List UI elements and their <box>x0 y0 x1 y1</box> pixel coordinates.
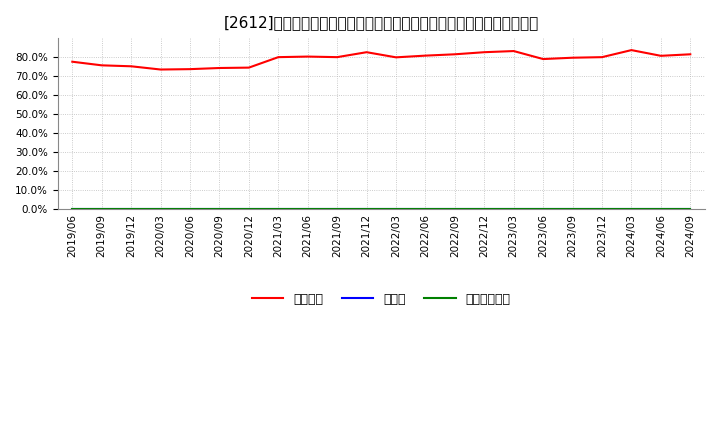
のれん <box>539 207 547 212</box>
自己資本 <box>245 65 253 70</box>
のれん <box>215 207 224 212</box>
自己資本 <box>568 55 577 60</box>
繰延税金資産 <box>245 207 253 212</box>
自己資本 <box>451 51 459 57</box>
自己資本 <box>274 55 283 60</box>
のれん <box>156 207 165 212</box>
自己資本 <box>421 53 430 58</box>
のれん <box>186 207 194 212</box>
のれん <box>245 207 253 212</box>
のれん <box>68 207 76 212</box>
のれん <box>451 207 459 212</box>
繰延税金資産 <box>303 207 312 212</box>
繰延税金資産 <box>598 207 606 212</box>
のれん <box>657 207 665 212</box>
繰延税金資産 <box>539 207 547 212</box>
自己資本 <box>333 55 341 60</box>
繰延税金資産 <box>362 207 371 212</box>
のれん <box>303 207 312 212</box>
繰延税金資産 <box>421 207 430 212</box>
Title: [2612]　自己資本、のれん、繰延税金資産の総資産に対する比率の推移: [2612] 自己資本、のれん、繰延税金資産の総資産に対する比率の推移 <box>224 15 539 30</box>
のれん <box>392 207 400 212</box>
自己資本 <box>362 50 371 55</box>
繰延税金資産 <box>127 207 135 212</box>
自己資本 <box>303 54 312 59</box>
自己資本 <box>539 56 547 62</box>
のれん <box>97 207 106 212</box>
自己資本 <box>657 53 665 59</box>
繰延税金資産 <box>156 207 165 212</box>
のれん <box>480 207 489 212</box>
自己資本 <box>156 67 165 72</box>
繰延税金資産 <box>68 207 76 212</box>
のれん <box>333 207 341 212</box>
自己資本 <box>186 66 194 72</box>
繰延税金資産 <box>274 207 283 212</box>
自己資本 <box>686 51 695 57</box>
のれん <box>127 207 135 212</box>
のれん <box>686 207 695 212</box>
繰延税金資産 <box>480 207 489 212</box>
繰延税金資産 <box>392 207 400 212</box>
のれん <box>362 207 371 212</box>
Legend: 自己資本, のれん, 繰延税金資産: 自己資本, のれん, 繰延税金資産 <box>247 288 516 311</box>
自己資本 <box>480 50 489 55</box>
繰延税金資産 <box>627 207 636 212</box>
自己資本 <box>627 48 636 53</box>
自己資本 <box>68 59 76 64</box>
自己資本 <box>392 55 400 60</box>
繰延税金資産 <box>686 207 695 212</box>
繰延税金資産 <box>510 207 518 212</box>
Line: 自己資本: 自己資本 <box>72 50 690 70</box>
のれん <box>274 207 283 212</box>
のれん <box>627 207 636 212</box>
繰延税金資産 <box>97 207 106 212</box>
自己資本 <box>510 48 518 54</box>
のれん <box>568 207 577 212</box>
繰延税金資産 <box>186 207 194 212</box>
繰延税金資産 <box>568 207 577 212</box>
のれん <box>421 207 430 212</box>
自己資本 <box>127 64 135 69</box>
自己資本 <box>215 66 224 71</box>
繰延税金資産 <box>657 207 665 212</box>
繰延税金資産 <box>451 207 459 212</box>
自己資本 <box>97 62 106 68</box>
のれん <box>510 207 518 212</box>
繰延税金資産 <box>333 207 341 212</box>
自己資本 <box>598 55 606 60</box>
のれん <box>598 207 606 212</box>
繰延税金資産 <box>215 207 224 212</box>
